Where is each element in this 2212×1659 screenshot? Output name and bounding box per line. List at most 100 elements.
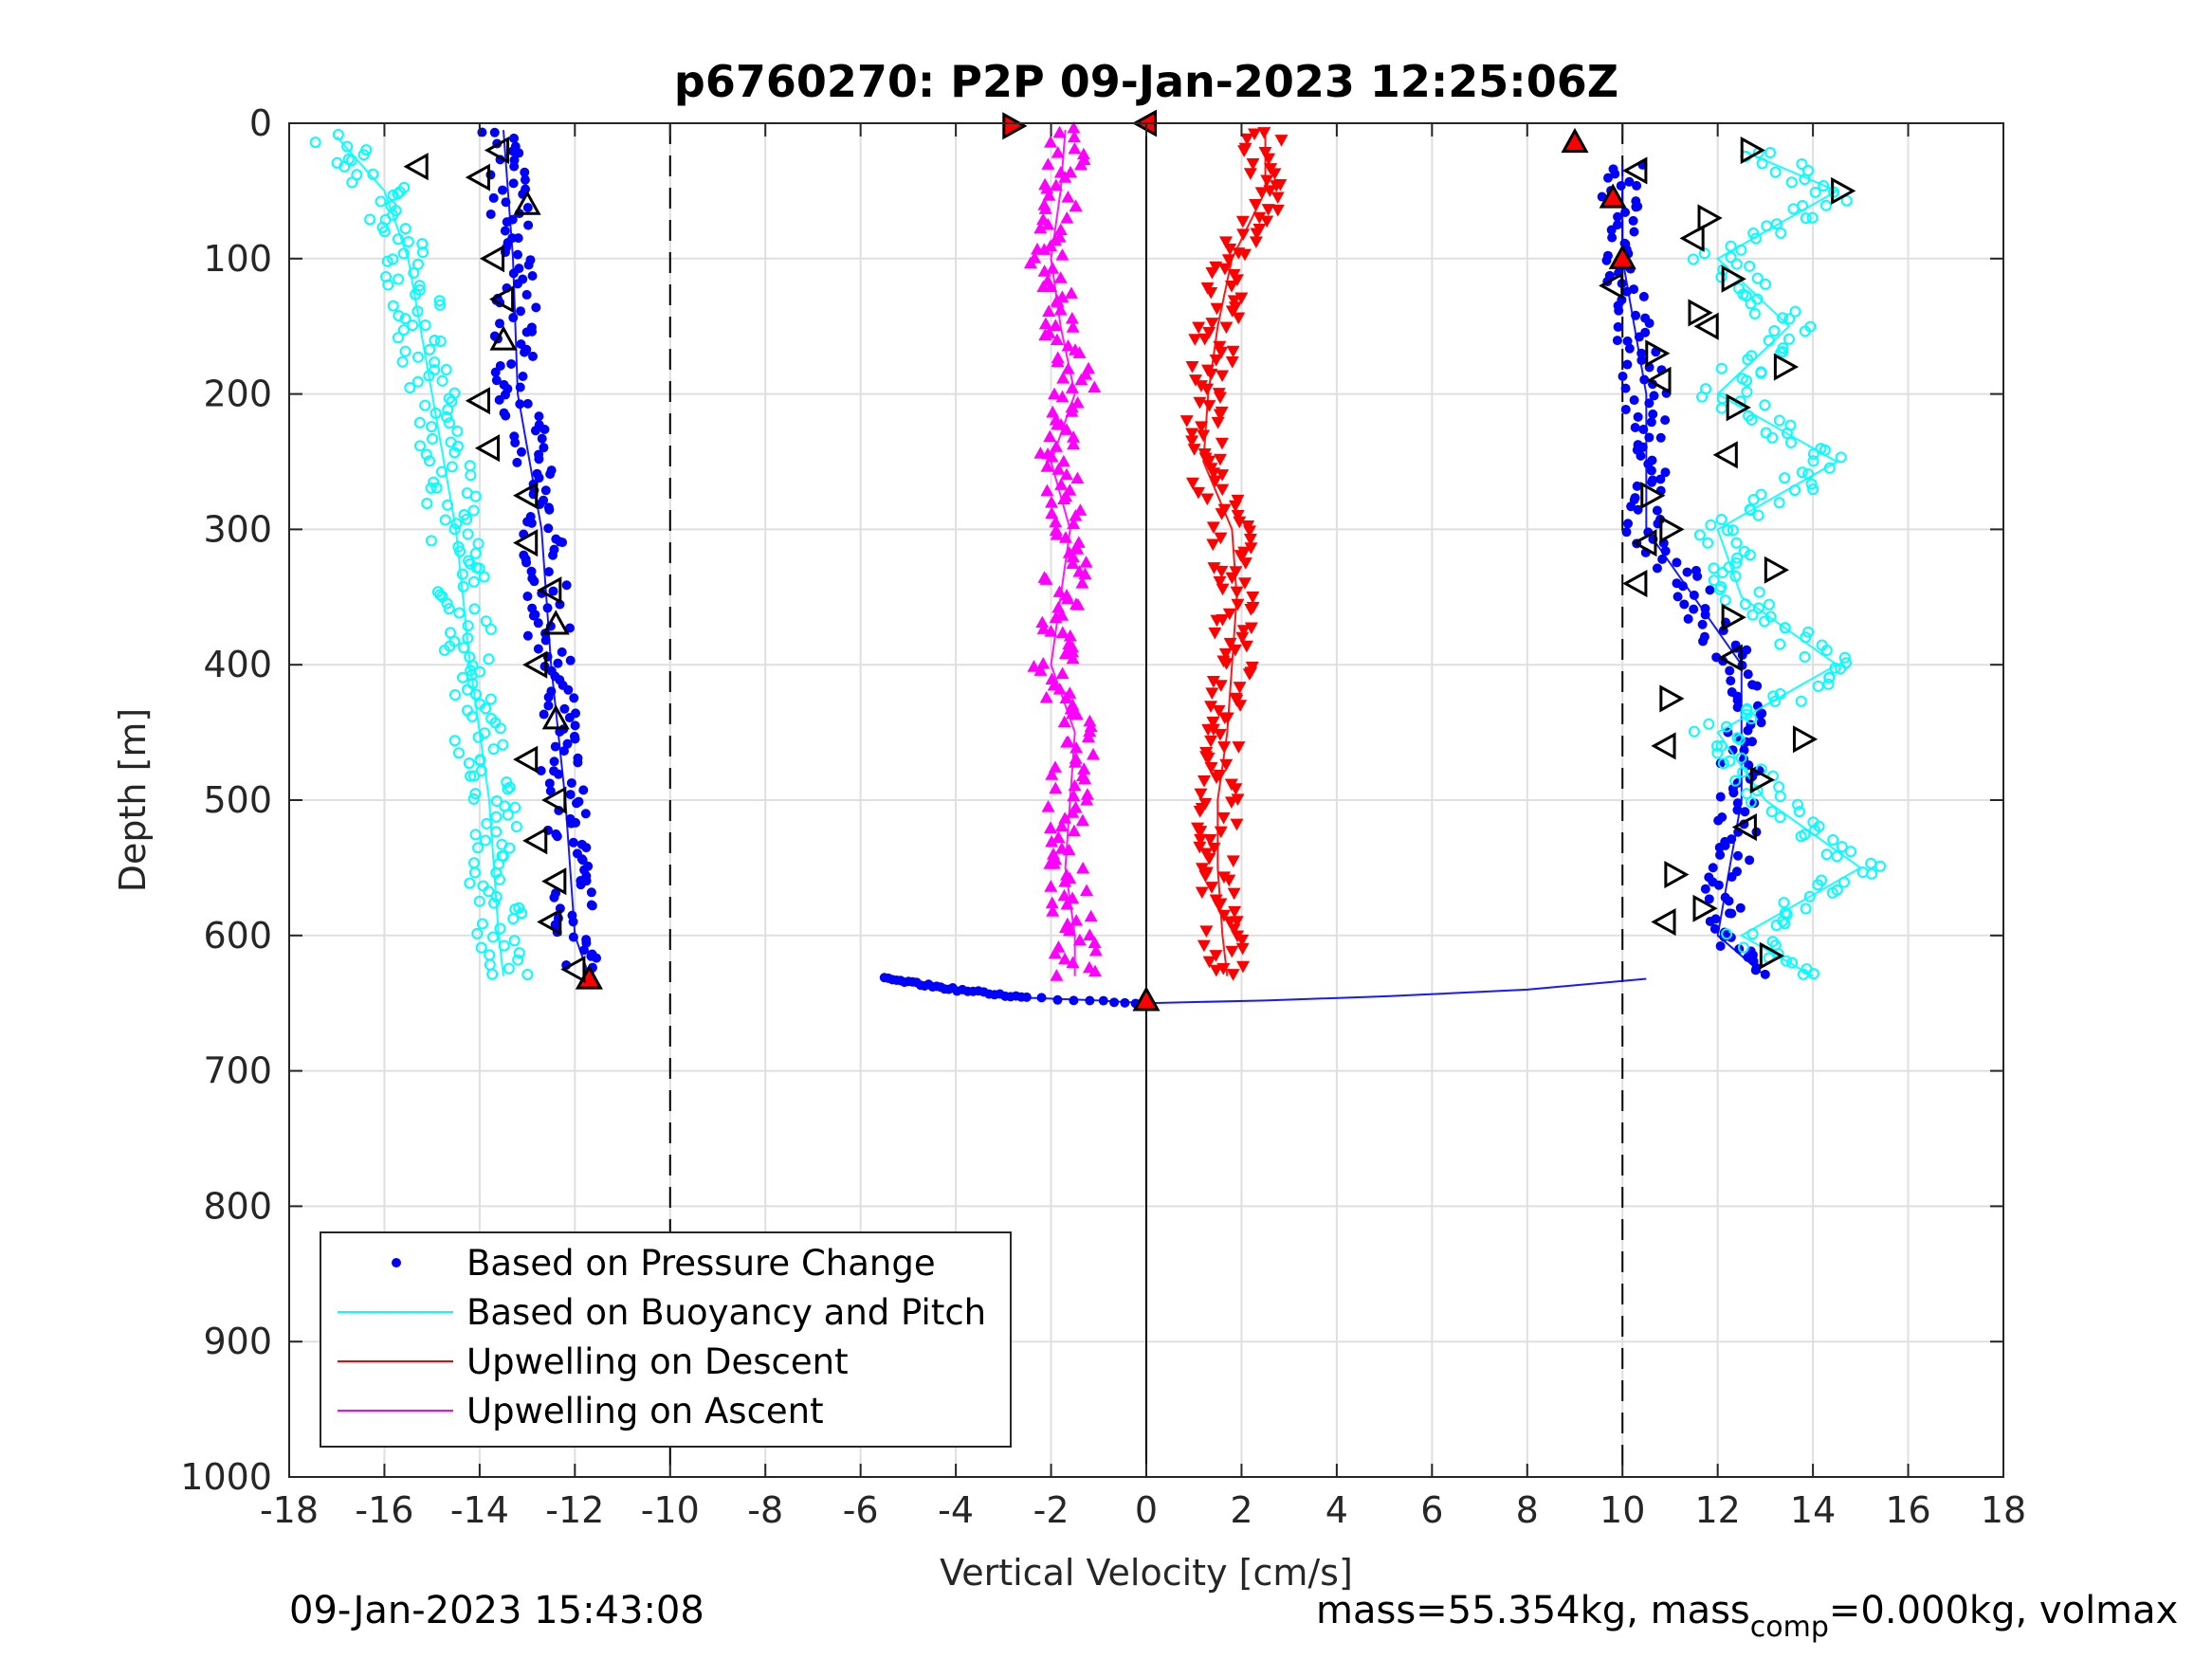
data-point bbox=[1050, 528, 1064, 540]
data-point bbox=[513, 947, 525, 959]
event-marker bbox=[541, 786, 567, 814]
data-point bbox=[1722, 524, 1734, 537]
data-point bbox=[506, 358, 517, 369]
data-point bbox=[1708, 562, 1720, 574]
data-point bbox=[1083, 714, 1097, 727]
data-point bbox=[1738, 545, 1750, 557]
data-point bbox=[1072, 346, 1087, 358]
data-point bbox=[1063, 629, 1077, 642]
data-point bbox=[1752, 509, 1764, 521]
data-point bbox=[1227, 887, 1241, 901]
data-point bbox=[1050, 969, 1064, 981]
data-point bbox=[479, 834, 491, 847]
data-point bbox=[1715, 362, 1728, 374]
data-point bbox=[586, 887, 596, 898]
data-point bbox=[1728, 745, 1738, 756]
data-point bbox=[1717, 757, 1729, 770]
data-point bbox=[1874, 860, 1887, 872]
data-point bbox=[539, 443, 549, 453]
data-point bbox=[523, 220, 534, 230]
data-point bbox=[543, 692, 554, 702]
data-point bbox=[1063, 923, 1077, 937]
data-point bbox=[1713, 880, 1724, 890]
data-point bbox=[1206, 538, 1220, 552]
data-point bbox=[1066, 806, 1080, 818]
data-point bbox=[393, 273, 405, 285]
data-point bbox=[490, 795, 503, 808]
data-point bbox=[1708, 863, 1718, 873]
data-point bbox=[410, 288, 422, 301]
data-point bbox=[1638, 291, 1649, 301]
data-point bbox=[1660, 415, 1671, 426]
data-point bbox=[516, 907, 528, 920]
data-point bbox=[565, 655, 576, 665]
data-point bbox=[521, 557, 532, 568]
series-2 bbox=[1179, 127, 1289, 981]
event-marker bbox=[1132, 986, 1161, 1012]
footer-timestamp: 09-Jan-2023 15:43:08 bbox=[289, 1589, 704, 1632]
data-point bbox=[399, 345, 411, 357]
data-point bbox=[1200, 383, 1215, 396]
data-point bbox=[1254, 187, 1269, 199]
data-point bbox=[1628, 215, 1638, 226]
data-point bbox=[1783, 313, 1796, 325]
data-point bbox=[1764, 147, 1776, 159]
data-point bbox=[1040, 483, 1054, 497]
data-point bbox=[392, 188, 404, 200]
data-point bbox=[1623, 519, 1634, 529]
data-point bbox=[1234, 700, 1248, 712]
data-point bbox=[1620, 404, 1631, 414]
data-point bbox=[1636, 348, 1647, 358]
data-point bbox=[522, 592, 533, 602]
data-point bbox=[1225, 572, 1239, 585]
event-marker bbox=[1664, 860, 1690, 889]
data-point bbox=[1750, 965, 1761, 975]
data-point bbox=[502, 217, 512, 228]
data-point bbox=[1197, 775, 1212, 788]
data-point bbox=[1205, 687, 1219, 701]
x-tick-label: -8 bbox=[747, 1489, 783, 1531]
data-point bbox=[1633, 411, 1643, 422]
data-point bbox=[1708, 574, 1720, 587]
data-point bbox=[1236, 228, 1251, 241]
data-point bbox=[387, 189, 399, 201]
data-point bbox=[417, 246, 430, 259]
event-marker bbox=[541, 610, 570, 635]
data-point bbox=[332, 129, 344, 141]
data-point bbox=[536, 765, 546, 775]
data-point bbox=[578, 945, 589, 956]
data-point bbox=[1831, 850, 1843, 863]
data-point bbox=[1626, 501, 1636, 512]
data-point bbox=[1044, 880, 1058, 892]
data-point bbox=[1774, 811, 1786, 824]
data-point bbox=[419, 399, 431, 411]
data-point bbox=[1602, 173, 1613, 183]
data-point bbox=[1232, 741, 1246, 754]
event-marker bbox=[1764, 556, 1790, 584]
data-point bbox=[1049, 515, 1063, 528]
data-point bbox=[453, 607, 466, 619]
data-point bbox=[1211, 416, 1225, 429]
data-point bbox=[433, 295, 446, 307]
data-point bbox=[1802, 468, 1815, 481]
data-point bbox=[1204, 762, 1218, 775]
data-point bbox=[1715, 940, 1726, 951]
data-point bbox=[1781, 427, 1793, 439]
data-point bbox=[399, 223, 411, 235]
data-point bbox=[473, 895, 485, 907]
data-point bbox=[1746, 413, 1758, 426]
data-point bbox=[1044, 821, 1058, 833]
data-point bbox=[510, 821, 522, 833]
legend-label: Based on Pressure Change bbox=[466, 1243, 936, 1284]
data-point bbox=[387, 300, 399, 312]
data-point bbox=[1606, 225, 1617, 235]
data-point bbox=[1652, 563, 1662, 574]
data-point bbox=[1045, 449, 1059, 463]
data-point bbox=[521, 327, 532, 337]
data-point bbox=[1805, 478, 1818, 490]
data-point bbox=[466, 710, 479, 722]
data-point bbox=[1087, 747, 1101, 760]
data-point bbox=[1759, 615, 1771, 628]
data-point bbox=[562, 738, 573, 749]
event-marker bbox=[537, 576, 562, 605]
